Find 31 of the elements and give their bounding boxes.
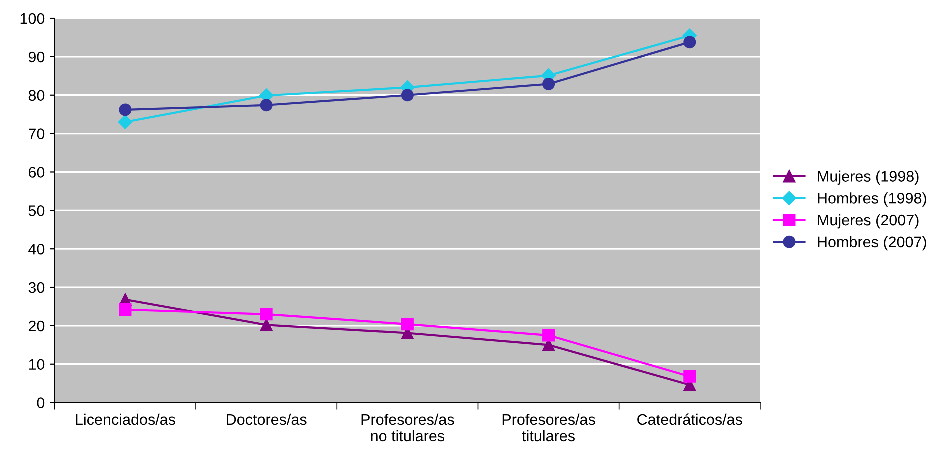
point xyxy=(119,104,132,116)
point xyxy=(260,308,273,321)
x-tick-label: Doctores/as xyxy=(227,414,307,426)
legend-label: Mujeres (2007) xyxy=(818,214,919,229)
x-tick-label: Profesores/as no titulares xyxy=(362,414,454,442)
y-tick-label: 60 xyxy=(28,167,45,178)
x-tick-label: Profesores/as titulares xyxy=(502,414,596,442)
point xyxy=(118,115,133,130)
point xyxy=(684,36,696,49)
point xyxy=(401,318,414,331)
point xyxy=(684,370,696,383)
y-tick-label: 0 xyxy=(37,398,45,408)
legend-label: Hombres (2007) xyxy=(818,236,926,251)
y-tick-label: 70 xyxy=(28,128,45,140)
y-tick-label: 80 xyxy=(28,90,45,102)
x-tick-label: Licenciados/as xyxy=(76,414,176,426)
y-tick-label: 40 xyxy=(28,244,45,255)
point xyxy=(119,304,132,316)
y-tick-label: 100 xyxy=(20,13,45,24)
legend-label: Hombres (1998) xyxy=(818,192,926,207)
point xyxy=(542,78,556,90)
point xyxy=(260,99,273,112)
point xyxy=(401,89,414,102)
y-tick-label: 10 xyxy=(29,359,45,370)
y-tick-label: 30 xyxy=(28,282,45,294)
y-tick-label: 20 xyxy=(28,320,45,332)
legend-label: Mujeres (1998) xyxy=(818,170,919,185)
point xyxy=(542,329,556,342)
y-tick-label: 90 xyxy=(28,52,45,63)
y-tick-label: 50 xyxy=(28,206,45,216)
x-tick-label: Catedráticos/as xyxy=(638,414,742,426)
